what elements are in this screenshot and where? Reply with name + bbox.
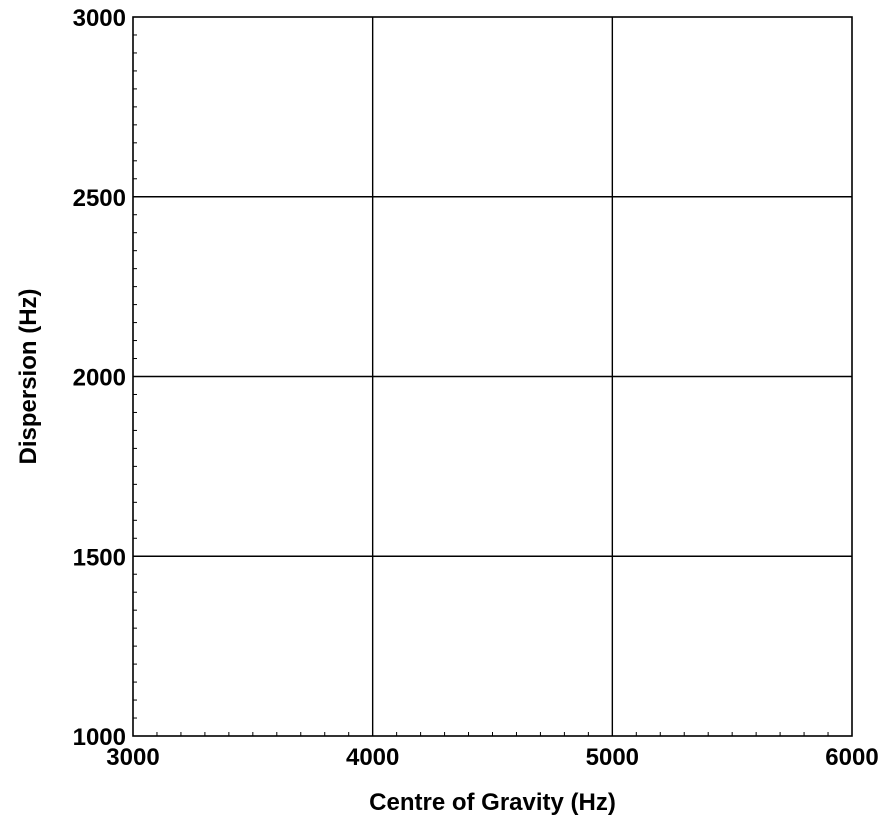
plot-frame — [132, 16, 853, 737]
y-tick-label: 1500 — [73, 544, 126, 571]
y-tick-label: 2000 — [73, 365, 126, 392]
grid-lines — [133, 17, 852, 736]
y-axis-title: Dispersion (Hz) — [15, 288, 42, 464]
x-tick-label: 4000 — [346, 744, 399, 771]
x-tick-labels: 3000 4000 5000 6000 — [106, 744, 878, 771]
y-tick-label: 2500 — [73, 185, 126, 212]
x-axis-title: Centre of Gravity (Hz) — [369, 789, 616, 816]
y-tick-label: 1000 — [73, 724, 126, 751]
x-tick-label: 5000 — [586, 744, 639, 771]
minor-ticks — [133, 34, 829, 736]
x-tick-label: 6000 — [825, 744, 878, 771]
y-tick-labels: 1000 1500 2000 2500 3000 — [73, 5, 126, 751]
x-tick-label: 3000 — [106, 744, 159, 771]
y-tick-label: 3000 — [73, 5, 126, 32]
